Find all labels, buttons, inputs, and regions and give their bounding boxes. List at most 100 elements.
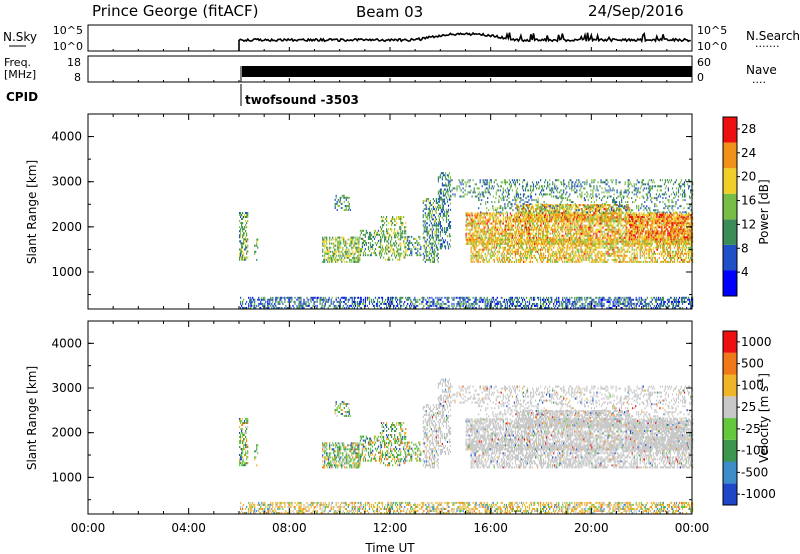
power-cell	[571, 258, 573, 261]
power-cell	[482, 232, 484, 235]
power-cell	[483, 220, 485, 223]
power-cell	[442, 192, 444, 195]
power-cell	[485, 191, 487, 194]
power-cell	[471, 218, 473, 221]
power-cell	[438, 218, 440, 221]
power-cell	[580, 224, 582, 227]
power-cell	[501, 242, 503, 245]
power-cell	[543, 258, 545, 261]
power-cell	[641, 179, 643, 182]
power-cell	[679, 214, 682, 217]
power-cell	[649, 193, 651, 196]
power-cell	[447, 223, 450, 225]
power-cell	[471, 226, 473, 229]
power-cell	[550, 193, 552, 196]
power-cell	[346, 196, 348, 199]
power-cell	[342, 194, 344, 197]
power-cell	[432, 252, 434, 255]
power-cell	[523, 254, 526, 257]
power-cell	[566, 246, 568, 249]
power-cell	[343, 252, 345, 255]
power-cell	[675, 212, 678, 215]
power-cell	[634, 212, 636, 215]
power-cell	[566, 222, 568, 225]
power-cell	[357, 242, 359, 245]
power-cell	[589, 185, 591, 188]
power-cell	[555, 252, 557, 255]
power-cell	[544, 246, 546, 249]
power-cell	[617, 224, 619, 227]
power-cell	[647, 191, 649, 194]
power-cell	[537, 222, 539, 225]
power-cell	[572, 258, 574, 261]
power-cell	[428, 202, 430, 204]
power-cell	[417, 244, 419, 246]
power-cell	[662, 230, 664, 233]
power-cell	[482, 246, 484, 249]
power-cell	[511, 214, 513, 217]
power-cell	[358, 246, 360, 249]
power-cell	[241, 250, 243, 253]
power-cell	[507, 250, 509, 253]
power-cell	[537, 242, 539, 245]
power-cell	[491, 214, 493, 217]
power-cell	[443, 184, 446, 187]
power-cell	[362, 252, 364, 255]
power-cell	[490, 230, 492, 233]
power-cell	[367, 246, 370, 248]
power-cell	[482, 258, 484, 261]
power-cell	[507, 256, 509, 259]
power-cell	[588, 232, 590, 235]
power-cell	[590, 238, 592, 241]
power-cell	[520, 242, 523, 245]
power-cell	[569, 228, 571, 231]
power-cell	[489, 238, 491, 241]
power-cell	[683, 195, 686, 198]
power-cell	[564, 250, 566, 253]
power-cell	[523, 232, 526, 235]
power-cell	[633, 183, 635, 186]
power-cell	[374, 252, 377, 255]
power-cell	[349, 258, 351, 261]
power-cell	[500, 258, 502, 261]
power-cell	[559, 236, 561, 239]
power-cell	[240, 256, 242, 259]
power-cell	[544, 185, 546, 188]
power-cell	[590, 226, 592, 229]
power-cell	[623, 191, 625, 194]
power-cell	[587, 254, 589, 257]
power-cell	[465, 234, 467, 237]
power-cell	[523, 240, 526, 243]
power-cell	[525, 258, 528, 261]
power-cell	[575, 191, 577, 194]
power-cell	[609, 195, 611, 198]
power-cell	[557, 224, 559, 227]
power-cell	[333, 244, 335, 247]
power-cell	[612, 230, 614, 233]
power-cell	[451, 189, 453, 192]
power-cell	[542, 195, 544, 198]
power-cell	[431, 218, 433, 221]
power-cell	[505, 226, 507, 229]
power-cell	[572, 234, 574, 237]
power-cell	[498, 256, 500, 259]
power-cell	[634, 240, 636, 243]
power-cell	[588, 222, 590, 225]
power-cell	[332, 242, 334, 245]
power-cell	[467, 222, 469, 225]
power-cell	[486, 218, 488, 221]
power-cell	[343, 240, 345, 243]
power-cell	[403, 256, 405, 259]
power-cell	[440, 243, 442, 246]
power-cell	[324, 256, 326, 259]
power-cell	[350, 258, 352, 261]
power-cell	[502, 254, 504, 257]
power-cell	[687, 240, 689, 243]
power-cell	[615, 179, 617, 182]
power-cell	[499, 189, 501, 192]
power-cell	[631, 212, 633, 215]
power-cell	[363, 233, 365, 236]
power-cell	[570, 252, 572, 255]
power-cell	[589, 238, 591, 241]
power-cell	[244, 228, 246, 231]
